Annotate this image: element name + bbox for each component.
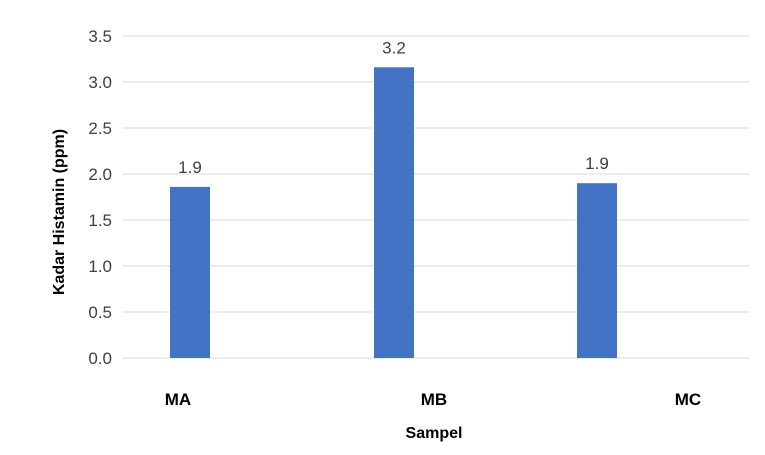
data-label: 3.2 [382, 38, 406, 57]
y-tick-label: 0.5 [88, 303, 112, 322]
y-tick-label: 2.5 [88, 119, 112, 138]
y-tick-label: 3.0 [88, 73, 112, 92]
y-tick-label: 3.5 [88, 27, 112, 46]
y-tick-label: 1.5 [88, 211, 112, 230]
bar [170, 186, 210, 358]
gridlines [122, 35, 750, 359]
labels: 0.0 0.5 1.0 1.5 2.0 2.5 3.0 3.5 1.9 MA 3.2 MB 1.9 MC [88, 27, 701, 409]
x-tick-label: MC [675, 390, 701, 409]
bar [577, 183, 617, 358]
y-axis-title: Kadar Histamin (ppm) [51, 129, 68, 295]
data-label: 1.9 [585, 154, 609, 173]
bar [374, 67, 414, 358]
y-tick-label: 2.0 [88, 165, 112, 184]
x-tick-label: MA [165, 390, 191, 409]
x-tick-label: MB [421, 390, 447, 409]
data-label: 1.9 [178, 158, 202, 177]
y-tick-label: 0.0 [88, 349, 112, 368]
x-axis-title: Sampel [406, 425, 463, 442]
bars [170, 67, 617, 358]
y-tick-label: 1.0 [88, 257, 112, 276]
